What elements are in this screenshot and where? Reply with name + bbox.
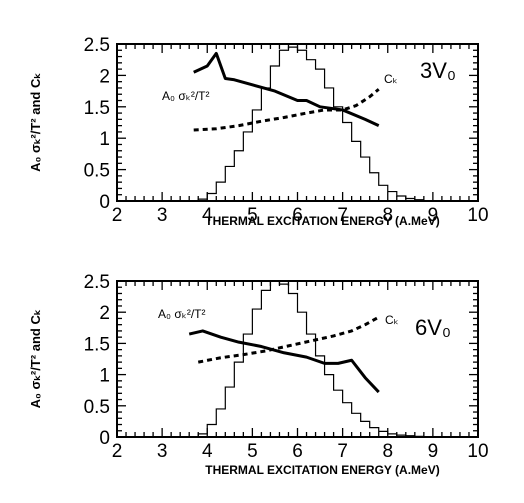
y-tick-label: 2 — [99, 303, 110, 324]
y-tick-label: 0.5 — [84, 397, 110, 418]
series-ck-line — [197, 315, 380, 364]
x-tick-label: 9 — [428, 441, 439, 462]
panel-6v0: 2 3 4 5 6 7 8 9 10 0 0.5 1 1.5 2 2.5 THERMAL EXCITATION… — [28, 272, 489, 477]
annotation-ck: Cₖ — [385, 313, 399, 327]
y-tick-label: 2 — [99, 66, 110, 87]
x-tick-label: 2 — [112, 205, 123, 226]
x-tick-label: 10 — [467, 205, 488, 226]
x-tick-label: 3 — [157, 205, 168, 226]
x-tick-label: 8 — [382, 205, 393, 226]
y-tick-label: 0 — [99, 192, 110, 213]
y-tick-label: 0 — [99, 428, 110, 449]
histogram-series — [189, 280, 433, 438]
x-tick-label: 9 — [428, 205, 439, 226]
y-tick-label: 2.5 — [84, 272, 110, 293]
x-tick-label: 5 — [247, 441, 258, 462]
x-tick-label: 6 — [292, 441, 303, 462]
y-tick-label: 1 — [99, 129, 110, 150]
x-tick-label: 8 — [382, 441, 393, 462]
y-tick-label: 2.5 — [84, 35, 110, 56]
y-tick-label: 1.5 — [84, 98, 110, 119]
x-tick-label: 10 — [467, 441, 488, 462]
x-tick-label: 4 — [202, 441, 213, 462]
x-tick-label: 3 — [157, 441, 168, 462]
x-tick-label: 7 — [337, 205, 348, 226]
histogram-series — [189, 46, 433, 202]
y-tick-label: 0.5 — [84, 161, 110, 182]
series-a0-sigma-line — [188, 329, 380, 394]
y-tick-label: 1.5 — [84, 334, 110, 355]
x-tick-label: 2 — [112, 441, 123, 462]
x-tick-label: 6 — [292, 205, 303, 226]
annotation-a0-sigma: A₀ σₖ²/T² — [162, 89, 210, 103]
x-tick-label: 4 — [202, 205, 213, 226]
x-axis-label: THERMAL EXCITATION ENERGY (A.MeV) — [205, 214, 439, 228]
annotation-ck: Cₖ — [384, 72, 398, 86]
series-a0-sigma-line — [193, 51, 380, 128]
x-tick-label: 7 — [337, 441, 348, 462]
panel-tag: 6V₀ — [415, 315, 451, 340]
series-ck-line — [193, 88, 380, 132]
panel-tag: 3V₀ — [420, 58, 456, 83]
panel-3v0: 2 3 4 5 6 7 8 9 10 0 0.5 1 1.5 2 2.5 THERMAL EXCITATION… — [28, 35, 489, 228]
y-tick-label: 1 — [99, 366, 110, 387]
annotation-a0-sigma: A₀ σₖ²/T² — [158, 307, 206, 321]
y-axis-label: A₀ σₖ²/T² and Cₖ — [28, 309, 43, 408]
y-axis-label: A₀ σₖ²/T² and Cₖ — [28, 73, 43, 172]
x-axis-label: THERMAL EXCITATION ENERGY (A.MeV) — [205, 463, 439, 477]
x-tick-label: 5 — [247, 205, 258, 226]
